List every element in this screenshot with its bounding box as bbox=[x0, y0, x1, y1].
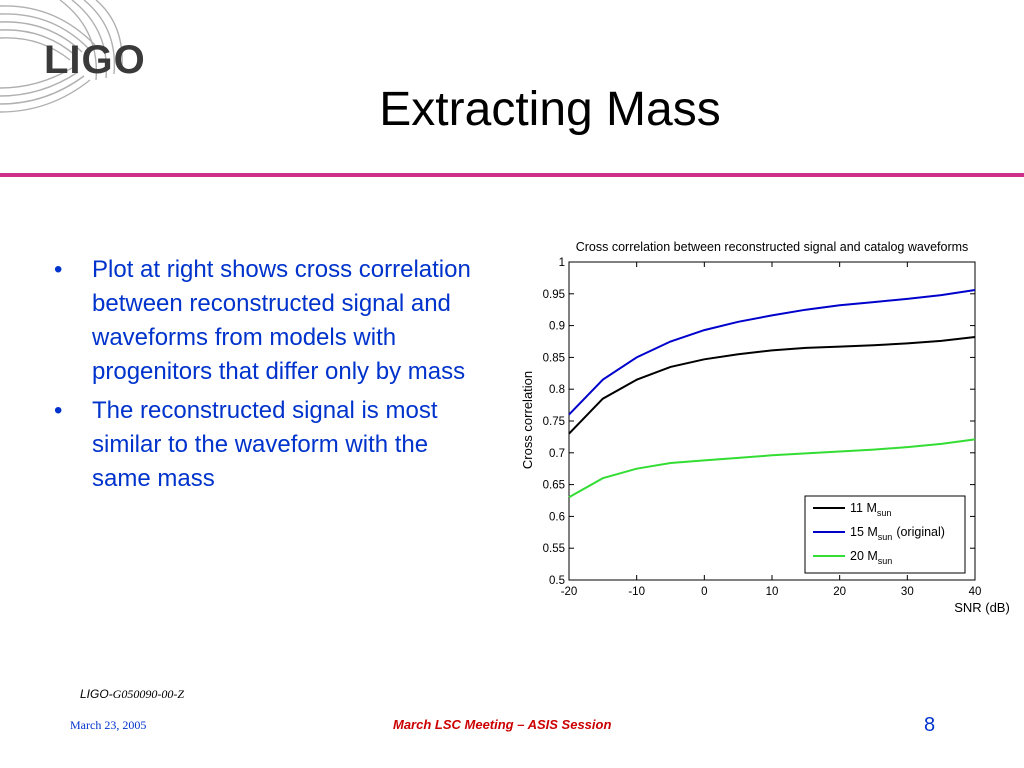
y-tick-label: 0.8 bbox=[549, 384, 565, 396]
page-number: 8 bbox=[924, 714, 936, 736]
x-tick-label: 40 bbox=[969, 586, 982, 598]
doc-prefix: LIGO- bbox=[80, 687, 113, 701]
y-tick-label: 0.55 bbox=[543, 543, 565, 555]
legend-subscript: sun bbox=[877, 508, 892, 518]
bullet-item: • Plot at right shows cross correlation … bbox=[54, 253, 474, 389]
y-axis: 0.5 0.55 0.6 0.65 0.7 0.75 0.8 0.85 0.9 0.95 1 bbox=[543, 257, 975, 587]
logo: LIGO bbox=[0, 0, 170, 115]
x-tick-label: 20 bbox=[833, 586, 846, 598]
series-line-2 bbox=[568, 438, 976, 499]
bullet-dot: • bbox=[54, 397, 63, 424]
footer-meeting: March LSC Meeting – ASIS Session bbox=[393, 717, 612, 732]
slide-title: Extracting Mass bbox=[379, 83, 721, 136]
x-tick-label: 0 bbox=[701, 586, 707, 598]
y-tick-label: 0.95 bbox=[543, 289, 565, 301]
legend-subscript: sun bbox=[878, 532, 893, 542]
legend-label-0: 11 Msun bbox=[850, 501, 891, 518]
x-tick-label: 10 bbox=[766, 586, 779, 598]
cross-correlation-chart: Cross correlation between reconstructed … bbox=[520, 240, 1010, 615]
legend-name: 20 M bbox=[850, 549, 878, 563]
logo-swirl-icon bbox=[0, 0, 123, 113]
bullet-list: • Plot at right shows cross correlation … bbox=[54, 253, 474, 501]
legend-suffix: (original) bbox=[896, 525, 945, 539]
doc-code: G050090-00-Z bbox=[112, 687, 185, 701]
document-code: LIGO-G050090-00-Z bbox=[80, 687, 184, 702]
logo-text: LIGO bbox=[44, 38, 146, 82]
y-tick-label: 0.6 bbox=[549, 511, 565, 523]
bullet-text: Plot at right shows cross correlation be… bbox=[92, 256, 471, 385]
x-axis-label: SNR (dB) bbox=[954, 600, 1010, 615]
y-axis-label: Cross correlation bbox=[520, 371, 535, 469]
y-tick-label: 0.7 bbox=[549, 448, 565, 460]
x-axis: -20 -10 0 10 20 30 40 bbox=[561, 262, 982, 598]
legend-subscript: sun bbox=[878, 556, 893, 566]
series-line-1 bbox=[568, 289, 976, 416]
bullet-text: The reconstructed signal is most similar… bbox=[92, 397, 438, 492]
y-tick-label: 0.5 bbox=[549, 575, 565, 587]
legend-name: 11 M bbox=[850, 501, 877, 515]
y-tick-label: 1 bbox=[559, 257, 565, 269]
y-tick-label: 0.9 bbox=[549, 321, 565, 333]
series-line-0 bbox=[568, 336, 976, 435]
chart-title: Cross correlation between reconstructed … bbox=[576, 240, 969, 254]
footer-date: March 23, 2005 bbox=[70, 718, 147, 732]
series-group bbox=[568, 289, 976, 499]
bullet-item: • The reconstructed signal is most simil… bbox=[54, 394, 474, 496]
y-tick-label: 0.65 bbox=[543, 480, 565, 492]
title-divider bbox=[0, 173, 1024, 177]
legend-name: 15 M bbox=[850, 525, 878, 539]
bullet-dot: • bbox=[54, 256, 63, 283]
x-tick-label: -20 bbox=[561, 586, 578, 598]
legend-label-2: 20 Msun bbox=[850, 549, 892, 566]
x-tick-label: 30 bbox=[901, 586, 914, 598]
y-tick-label: 0.75 bbox=[543, 416, 565, 428]
legend-label-1: 15 Msun (original) bbox=[850, 525, 945, 542]
y-tick-label: 0.85 bbox=[543, 352, 565, 364]
x-tick-label: -10 bbox=[628, 586, 645, 598]
